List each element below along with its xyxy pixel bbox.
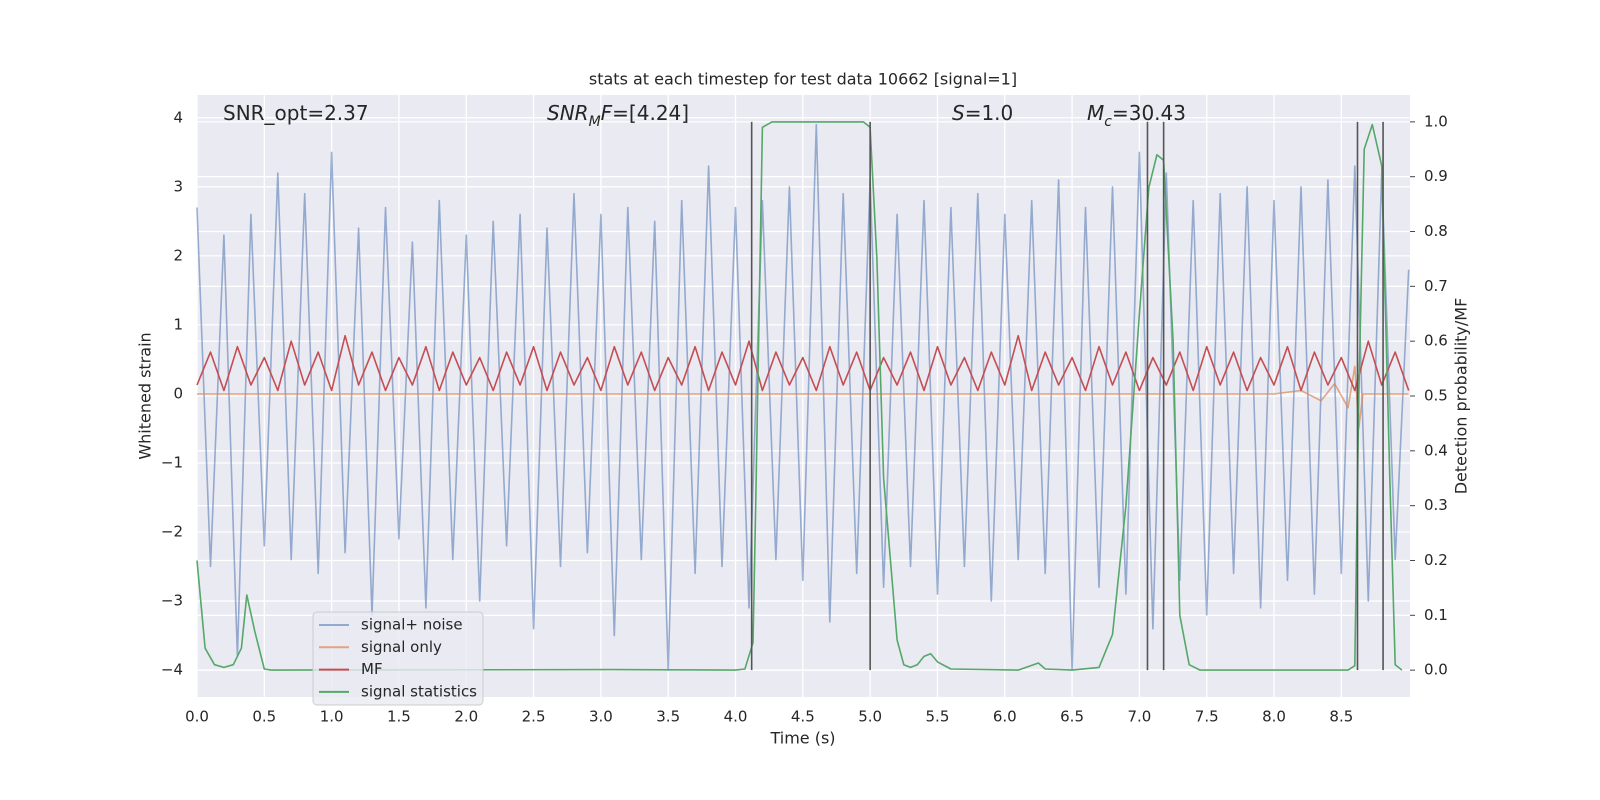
annotation-part: SNR_opt=2.37 xyxy=(223,101,369,125)
series-line xyxy=(196,334,1410,392)
series-line xyxy=(197,365,1409,430)
y2-tick-label: 0.6 xyxy=(1424,332,1448,350)
annotation: SNR_opt=2.37 xyxy=(223,101,369,125)
y2-axis-label: Detection probability/MF xyxy=(1452,298,1471,495)
y2-tick-label: 0.8 xyxy=(1424,222,1448,240)
y-tick-label: 1 xyxy=(173,315,183,333)
x-tick-label: 3.5 xyxy=(656,708,680,726)
annotation: SNRMF=[4.24] xyxy=(547,101,689,131)
y-tick-label: 3 xyxy=(173,177,183,195)
x-tick-label: 7.0 xyxy=(1127,708,1151,726)
x-tick-label: 3.0 xyxy=(589,708,613,726)
legend-label: signal only xyxy=(361,638,442,656)
legend-label: signal+ noise xyxy=(361,616,463,634)
y-tick-label: 0 xyxy=(173,384,183,402)
legend-box xyxy=(312,611,484,706)
annotation: Mc=30.43 xyxy=(1087,101,1186,131)
y2-tick-label: 0.7 xyxy=(1424,277,1448,295)
series-line xyxy=(196,121,1403,671)
y2-tick-label: 0.4 xyxy=(1424,441,1448,459)
x-tick-label: 0.5 xyxy=(252,708,276,726)
y2-tick-label: 0.3 xyxy=(1424,496,1448,514)
annotation-part: =[4.24] xyxy=(612,101,689,125)
annotation-part: SNR xyxy=(547,101,589,125)
y-tick-label: −3 xyxy=(161,592,183,610)
x-tick-label: 6.0 xyxy=(993,708,1017,726)
y-tick-label: −4 xyxy=(161,661,183,679)
x-tick-label: 6.5 xyxy=(1060,708,1084,726)
chart-title: stats at each timestep for test data 106… xyxy=(589,70,1017,89)
series-line xyxy=(196,123,1410,671)
y-tick-label: −1 xyxy=(161,453,183,471)
annotation-part: c xyxy=(1104,114,1112,130)
x-tick-label: 7.5 xyxy=(1195,708,1219,726)
x-tick-label: 5.0 xyxy=(858,708,882,726)
y-tick-label: 4 xyxy=(173,108,183,126)
x-tick-label: 2.5 xyxy=(522,708,546,726)
x-tick-label: 1.5 xyxy=(387,708,411,726)
y2-tick-label: 0.1 xyxy=(1424,606,1448,624)
annotation-part: F xyxy=(601,101,613,125)
x-axis-label: Time (s) xyxy=(769,729,835,748)
x-tick-label: 1.0 xyxy=(320,708,344,726)
x-tick-label: 2.0 xyxy=(454,708,478,726)
y2-tick-label: 1.0 xyxy=(1424,112,1448,130)
y2-tick-label: 0.5 xyxy=(1424,387,1448,405)
legend: signal+ noise signal only MF signal statist… xyxy=(312,611,484,706)
y-tick-label: 2 xyxy=(173,246,183,264)
annotation-part: =1.0 xyxy=(965,101,1014,125)
annotation: S=1.0 xyxy=(952,101,1013,125)
y2-tick-label: 0.0 xyxy=(1424,661,1448,679)
x-tick-label: 0.0 xyxy=(185,708,209,726)
y-tick-label: −2 xyxy=(161,523,183,541)
annotation-part: M xyxy=(589,114,601,130)
legend-label: signal statistics xyxy=(361,682,477,700)
y2-tick-label: 0.2 xyxy=(1424,551,1448,569)
y-axis-label: Whitened strain xyxy=(136,332,155,459)
x-tick-label: 8.5 xyxy=(1329,708,1353,726)
annotation-part: S xyxy=(952,101,965,125)
x-tick-label: 8.0 xyxy=(1262,708,1286,726)
x-tick-label: 5.5 xyxy=(926,708,950,726)
y2-tick-label: 0.9 xyxy=(1424,167,1448,185)
annotation-part: M xyxy=(1087,101,1104,125)
annotation-part: =30.43 xyxy=(1112,101,1186,125)
legend-label: MF xyxy=(361,660,383,678)
x-tick-label: 4.5 xyxy=(791,708,815,726)
x-tick-label: 4.0 xyxy=(724,708,748,726)
